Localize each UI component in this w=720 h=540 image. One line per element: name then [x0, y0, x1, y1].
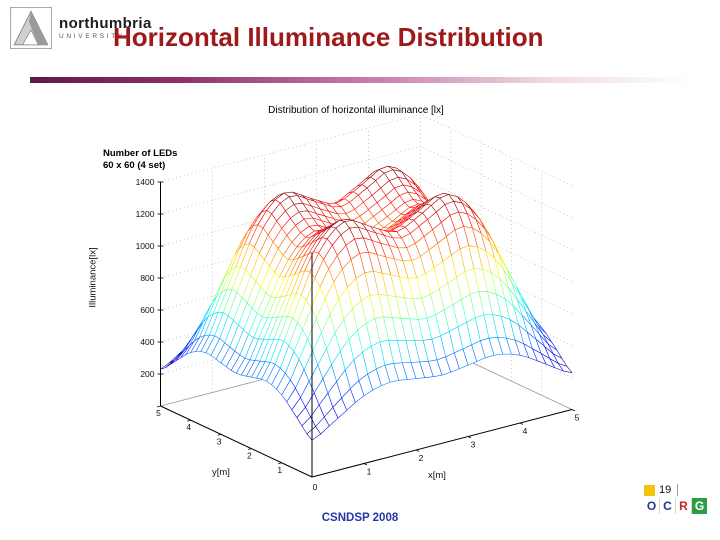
chart-tick-labels: 1 2 3 4 5 1 2 3 4 5 0 [156, 408, 580, 492]
annotation-line2: 60 x 60 (4 set) [103, 159, 166, 171]
footer-conference: CSNDSP 2008 [321, 512, 399, 524]
svg-text:4: 4 [523, 426, 528, 436]
logo-subname: UNIVERSITY [59, 33, 126, 40]
svg-text:400: 400 [140, 337, 154, 347]
svg-text:1200: 1200 [136, 209, 155, 219]
title-divider [30, 77, 692, 83]
svg-text:800: 800 [140, 273, 154, 283]
ocrg-badge: 19 O C R G [644, 484, 707, 514]
ocrg-letter-o: O [644, 498, 659, 514]
chart-front-axes [156, 253, 576, 478]
ocrg-letters: O C R G [644, 498, 707, 514]
z-axis-label: Illuminance[lx] [87, 247, 99, 308]
svg-text:1: 1 [277, 465, 282, 475]
northumbria-logo: northumbria UNIVERSITY [10, 7, 152, 49]
svg-text:2: 2 [247, 451, 252, 461]
slide-title: Horizontal Illuminance Distribution [113, 22, 544, 52]
ocrg-letter-c: C [659, 498, 675, 514]
svg-text:3: 3 [471, 440, 476, 450]
yellow-square-icon [644, 484, 655, 496]
x-axis-label: x[m] [428, 470, 446, 481]
ocrg-letter-r: R [675, 498, 691, 514]
logo-name: northumbria [59, 15, 152, 32]
svg-text:1: 1 [367, 467, 372, 477]
annotation-line1: Number of LEDs [103, 148, 178, 159]
page-number: 19 [659, 484, 679, 496]
chart-annotation: Number of LEDs 60 x 60 (4 set) [103, 148, 177, 171]
svg-text:5: 5 [575, 413, 580, 423]
svg-text:2: 2 [419, 453, 424, 463]
ocrg-letter-g: G [691, 498, 707, 514]
logo-text: northumbria UNIVERSITY [59, 16, 152, 40]
chart-z-axis: 200 400 600 800 1000 1200 1400 [136, 177, 164, 406]
chart-surface [160, 165, 573, 441]
y-axis-label: y[m] [212, 467, 230, 478]
svg-text:600: 600 [140, 305, 154, 315]
svg-text:1400: 1400 [136, 177, 155, 187]
svg-text:5: 5 [156, 408, 161, 418]
svg-text:0: 0 [313, 482, 318, 492]
svg-text:3: 3 [217, 436, 222, 446]
svg-text:1000: 1000 [136, 241, 155, 251]
svg-text:4: 4 [186, 422, 191, 432]
svg-text:200: 200 [140, 369, 154, 379]
chart-wall-grid [160, 114, 573, 410]
northumbria-logo-icon [10, 7, 52, 49]
ocrg-badge-top: 19 [644, 484, 707, 496]
chart-title: Distribution of horizontal illuminance [… [268, 105, 444, 116]
